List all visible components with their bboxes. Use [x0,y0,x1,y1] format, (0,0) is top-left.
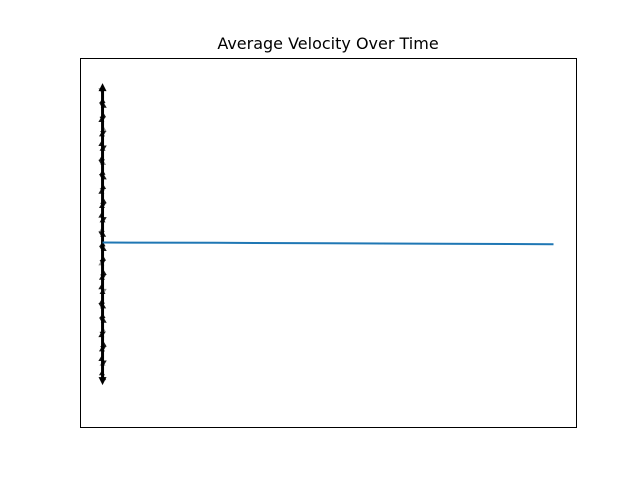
vector-arrow [98,303,105,309]
vector-arrow [100,145,107,151]
vector-arrow [98,155,105,161]
vector-arrow [98,212,105,218]
vector-arrow [98,174,105,180]
series-line-1 [102,241,554,246]
vector-arrow [98,284,105,290]
vector-arrow [100,288,107,294]
vector-arrow [98,317,105,323]
vector-arrow [100,112,107,118]
vector-arrow [98,102,105,108]
vector-arrow [98,226,105,232]
vector-arrow [100,269,107,275]
vector-arrow [100,360,107,366]
vector-arrow [100,327,107,333]
vector-arrow [98,231,105,237]
vector-arrow [99,169,106,175]
vector-arrow [98,298,105,304]
vector-arrow [99,116,106,122]
vector-arrow [100,183,107,189]
vector-arrow [100,202,107,208]
vector-arrow [98,88,105,94]
vector-arrow-top [98,83,107,92]
vector-arrow [98,140,105,146]
vector-arrow [100,198,107,204]
vector-arrow [100,375,107,381]
chart-title: Average Velocity Over Time [217,34,438,53]
vector-arrow [99,188,106,194]
vector-arrow [100,346,107,352]
vector-arrow [100,126,107,132]
vector-arrow [100,255,107,261]
vector-field [98,83,107,386]
vector-arrow [99,241,106,247]
vector-arrow [100,131,107,137]
vector-arrow [98,159,105,165]
vector-arrow [99,312,106,318]
vector-arrow [99,289,106,295]
series-layer [102,241,554,246]
vector-arrow [100,341,107,347]
vector-arrow [100,217,107,223]
vector-arrow [98,188,105,194]
vector-arrow [99,260,106,266]
vector-arrow [99,97,106,103]
vector-arrow [98,370,105,376]
vector-arrow [100,274,107,280]
vector-arrow [98,245,105,251]
vector-arrow [98,355,105,361]
vector-arrow [99,331,106,337]
